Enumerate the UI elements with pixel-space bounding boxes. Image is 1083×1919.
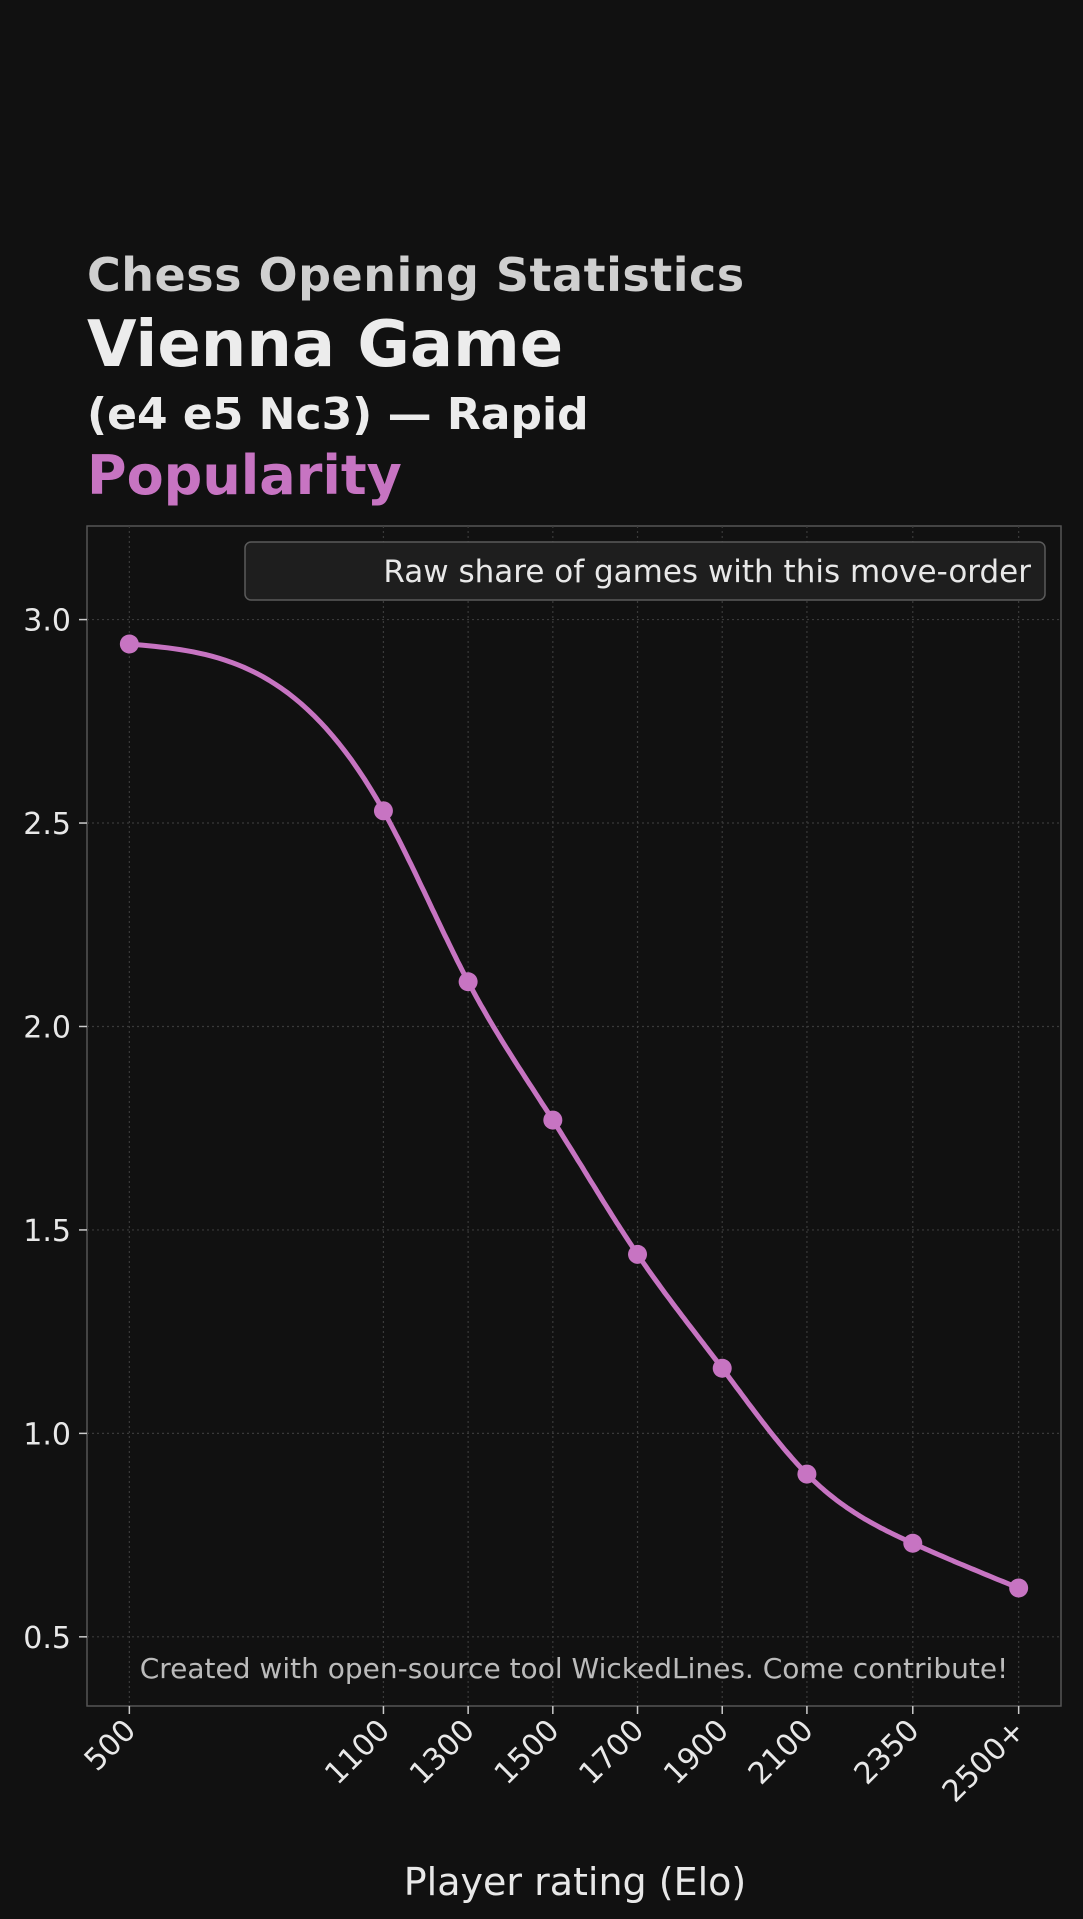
series-line xyxy=(126,641,1022,1591)
y-tick-label: 0.5 xyxy=(23,1621,71,1656)
chart-metric-label: Popularity xyxy=(87,444,402,507)
data-point xyxy=(1009,1578,1029,1598)
y-tick-label: 1.0 xyxy=(23,1417,71,1452)
x-tick-label: 2350 xyxy=(848,1713,927,1792)
y-tick-label: 1.5 xyxy=(23,1214,71,1249)
chart-title: Vienna Game xyxy=(87,308,564,382)
y-tick-label: 2.5 xyxy=(23,807,71,842)
x-axis-label: Player rating (Elo) xyxy=(404,1860,746,1904)
credit-annotation: Created with open-source tool WickedLine… xyxy=(140,1652,1009,1685)
x-tick-label: 1500 xyxy=(488,1713,567,1792)
legend-box xyxy=(244,541,1046,601)
x-tick-label: 1100 xyxy=(318,1713,397,1792)
x-tick-label: 2100 xyxy=(742,1713,821,1792)
data-point xyxy=(903,1533,923,1553)
data-point xyxy=(712,1358,732,1378)
data-point xyxy=(373,801,393,821)
legend-entry: Raw share of games with this move-order xyxy=(383,554,1031,590)
plot-frame xyxy=(86,525,1062,1707)
data-point xyxy=(119,634,139,654)
chart-supertitle: Chess Opening Statistics xyxy=(87,248,745,302)
y-tick-label: 2.0 xyxy=(23,1010,71,1045)
x-tick-label: 500 xyxy=(78,1713,143,1778)
chart-subtitle: (e4 e5 Nc3) — Rapid xyxy=(87,389,589,440)
y-tick-label: 3.0 xyxy=(23,604,71,639)
x-tick-label: 1900 xyxy=(657,1713,736,1792)
x-tick-label: 1300 xyxy=(403,1713,482,1792)
x-tick-label: 2500+ xyxy=(936,1713,1033,1810)
x-tick-label: 1700 xyxy=(572,1713,651,1792)
data-point xyxy=(628,1244,648,1264)
data-point xyxy=(543,1110,563,1130)
data-point xyxy=(458,972,478,992)
data-point xyxy=(797,1464,817,1484)
